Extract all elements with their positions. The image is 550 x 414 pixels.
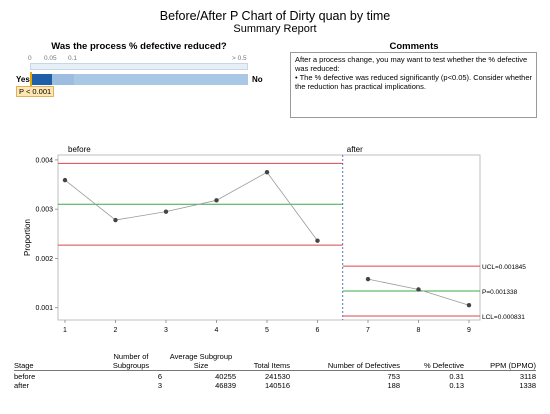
comments-title: Comments	[389, 41, 439, 52]
table-cell: 3118	[519, 372, 536, 381]
scale-label-005: 0.05	[44, 55, 57, 62]
scale-label-01: 0.1	[68, 55, 78, 62]
table-cell: after	[14, 381, 30, 390]
comments-box: After a process change, you may want to …	[290, 52, 537, 118]
series-line-after	[367, 278, 470, 306]
y-tick-label: 0.002	[35, 256, 53, 263]
x-tick-label: 3	[164, 327, 168, 334]
data-point	[163, 209, 169, 214]
y-tick-label: 0.003	[35, 207, 53, 214]
table-header: Average Subgroup Size	[169, 352, 233, 370]
x-tick-label: 7	[366, 327, 370, 334]
x-tick-label: 1	[63, 327, 67, 334]
scale-track	[30, 63, 248, 70]
middle-region-bar	[30, 74, 74, 85]
data-point	[214, 198, 219, 203]
stage-label-before: before	[68, 145, 91, 154]
table-header: Number of Subgroups	[112, 352, 150, 370]
x-tick-label: 2	[114, 327, 118, 334]
limit-label: P=0.001338	[482, 289, 518, 296]
x-tick-label: 8	[417, 327, 421, 334]
table-header-rule	[14, 370, 536, 371]
table-cell: 241530	[264, 372, 290, 381]
data-point	[365, 276, 371, 282]
table-cell: 0.31	[449, 372, 464, 381]
data-point	[113, 217, 118, 223]
table-cell: 1338	[519, 381, 536, 390]
x-tick-label: 4	[215, 327, 219, 334]
comments-bullet: The % defective was reduced significantl…	[295, 73, 532, 91]
data-point	[315, 238, 320, 243]
x-tick-label: 9	[467, 327, 471, 334]
table-cell: 188	[387, 381, 400, 390]
report-title: Before/After P Chart of Dirty quan by ti…	[159, 9, 391, 23]
table-header: Stage	[14, 361, 34, 370]
table-cell: 6	[157, 372, 162, 381]
table-header: Total Items	[253, 361, 290, 370]
table-cell: 46839	[215, 381, 236, 390]
p-value-badge: P < 0.001	[16, 86, 55, 97]
table-cell: 40255	[215, 372, 236, 381]
comments-text: After a process change, you may want to …	[295, 55, 528, 73]
limit-label: UCL=0.001845	[482, 264, 526, 271]
no-region-bar	[30, 74, 248, 85]
data-point	[466, 303, 472, 308]
table-cell: 3	[157, 381, 162, 390]
table-cell: 140516	[264, 381, 290, 390]
table-cell: 0.13	[449, 381, 464, 390]
y-axis-label: Proportion	[23, 219, 32, 256]
table-cell: before	[14, 372, 36, 381]
y-tick-label: 0.001	[35, 305, 53, 312]
yes-region-bar	[30, 74, 52, 85]
scale-label-0: 0	[28, 55, 32, 62]
no-label: No	[252, 75, 263, 84]
y-tick-label: 0.004	[35, 157, 53, 164]
table-header: Number of Defectives	[327, 361, 400, 370]
table-cell: 753	[387, 372, 400, 381]
p-value-marker	[30, 72, 32, 87]
stage-label-after: after	[347, 145, 363, 154]
table-header: PPM (DPMO)	[490, 361, 536, 370]
data-point	[62, 177, 68, 183]
scale-label-gt05: > 0.5	[232, 55, 247, 62]
limit-label: LCL=0.000831	[482, 314, 525, 321]
x-tick-label: 6	[316, 327, 320, 334]
yes-label: Yes	[16, 75, 30, 84]
data-point	[416, 287, 421, 292]
data-point	[264, 170, 270, 175]
report-subtitle: Summary Report	[233, 23, 317, 35]
x-tick-label: 5	[265, 327, 269, 334]
series-line-before	[64, 171, 318, 241]
table-header: % Defective	[423, 361, 464, 370]
plot-frame	[57, 154, 481, 321]
test-question: Was the process % defective reduced?	[51, 41, 227, 52]
